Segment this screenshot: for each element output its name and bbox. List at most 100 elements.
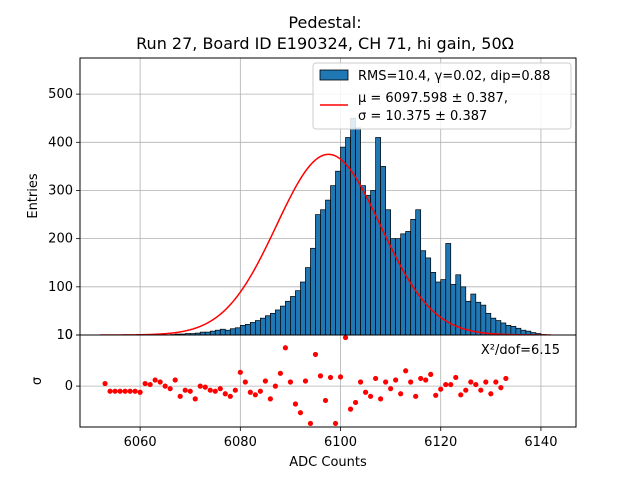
histogram-y-tick-label: 200	[48, 232, 73, 247]
histogram-bar	[435, 281, 442, 336]
residual-point	[398, 391, 404, 397]
histogram-bar	[410, 219, 417, 336]
histogram-bar	[495, 320, 502, 336]
residual-point	[307, 420, 314, 427]
residual-point	[468, 379, 474, 385]
residual-point	[413, 393, 419, 399]
histogram-bar	[315, 214, 321, 336]
histogram-bar	[280, 305, 286, 336]
residual-point	[212, 388, 218, 394]
residual-point	[242, 379, 248, 385]
residual-points	[102, 334, 509, 427]
histogram-bar	[330, 185, 336, 336]
x-tick-label: 6100	[324, 435, 357, 450]
residual-point	[337, 374, 344, 380]
histogram-bar	[265, 315, 271, 336]
histogram-bar	[275, 309, 281, 336]
residual-point	[117, 388, 123, 394]
histogram-y-tick-label: 100	[48, 280, 73, 295]
residual-point	[197, 383, 203, 389]
gaussian-fit-curve	[100, 153, 551, 336]
chart-title-line1: Pedestal:	[288, 13, 361, 32]
residual-point	[277, 370, 284, 376]
histogram-bar	[425, 257, 432, 336]
residual-point	[367, 393, 374, 399]
residual-point	[388, 386, 394, 392]
residual-frame	[79, 334, 577, 428]
residual-point	[463, 387, 469, 393]
residual-point	[137, 389, 143, 395]
residual-point	[147, 381, 153, 388]
residual-y-tick-label: 0	[65, 379, 73, 394]
histogram-y-label: Entries	[26, 173, 41, 219]
residual-point	[372, 375, 379, 382]
residual-point	[423, 377, 429, 383]
histogram-bars	[169, 117, 547, 336]
x-tick-label: 6060	[124, 435, 157, 450]
residual-point	[287, 379, 294, 385]
histogram-bar	[255, 320, 261, 336]
residual-point	[192, 396, 198, 402]
residual-point	[172, 377, 178, 383]
residual-x-ticks: 6060 6080 6100 6120 6140	[124, 427, 557, 450]
histogram-y-tick-label: 300	[48, 183, 73, 198]
histogram-bar	[355, 127, 361, 336]
residual-point	[438, 386, 444, 392]
residual-point	[503, 375, 509, 382]
chi2-annotation: Χ²/dof=6.15	[481, 343, 560, 358]
histogram-bar	[270, 312, 276, 336]
residual-point	[357, 379, 364, 385]
histogram-bar	[229, 328, 236, 336]
residual-point	[483, 379, 489, 385]
residual-point	[498, 385, 504, 391]
histogram-bar	[440, 279, 447, 336]
residual-point	[418, 375, 424, 382]
histogram-panel: 0 100 200 300 400 500 Entries RMS=10.4, γ=0.0…	[26, 57, 577, 343]
x-tick-label: 6080	[224, 435, 257, 450]
x-tick-label: 6120	[424, 435, 457, 450]
chart-title-line2: Run 27, Board ID E190324, CH 71, hi gain…	[136, 34, 514, 53]
residual-point	[122, 388, 128, 394]
histogram-bar	[305, 267, 311, 336]
residual-point	[383, 379, 389, 385]
histogram-bar	[420, 250, 427, 336]
residual-point	[453, 374, 459, 381]
residual-point	[237, 369, 243, 375]
residual-y-ticks: 010	[56, 328, 80, 394]
histogram-bar	[325, 199, 331, 336]
residual-y-tick-label: 10	[56, 328, 73, 343]
residual-point	[297, 410, 304, 416]
residual-point	[252, 392, 258, 398]
histogram-y-tick-label: 0	[65, 328, 73, 343]
residual-point	[247, 389, 253, 395]
residual-point	[352, 399, 359, 406]
residual-point	[202, 384, 208, 390]
histogram-bar	[500, 322, 507, 336]
histogram-bar	[375, 137, 381, 336]
residual-point	[187, 388, 193, 394]
histogram-bar	[244, 324, 251, 336]
histogram-bar	[224, 329, 231, 336]
residual-point	[112, 388, 118, 394]
histogram-bar	[510, 325, 517, 336]
residual-point	[272, 383, 278, 389]
histogram-bar	[515, 327, 522, 336]
histogram-bar	[360, 185, 366, 336]
histogram-bar	[395, 238, 401, 336]
residual-point	[347, 406, 354, 412]
histogram-bar	[249, 322, 256, 336]
histogram-y-ticks: 0 100 200 300 400 500	[48, 87, 80, 343]
residual-point	[102, 380, 108, 387]
histogram-bar	[415, 209, 422, 336]
residual-point	[262, 378, 268, 384]
histogram-bar	[214, 329, 221, 336]
residual-point	[227, 393, 233, 399]
histogram-bar	[480, 304, 487, 336]
histogram-bar	[400, 233, 407, 336]
histogram-bar	[470, 293, 477, 336]
residual-point	[478, 387, 484, 393]
histogram-bar	[430, 272, 437, 336]
histogram-bar	[450, 284, 457, 336]
residual-point	[302, 378, 309, 384]
residual-point	[267, 396, 273, 402]
